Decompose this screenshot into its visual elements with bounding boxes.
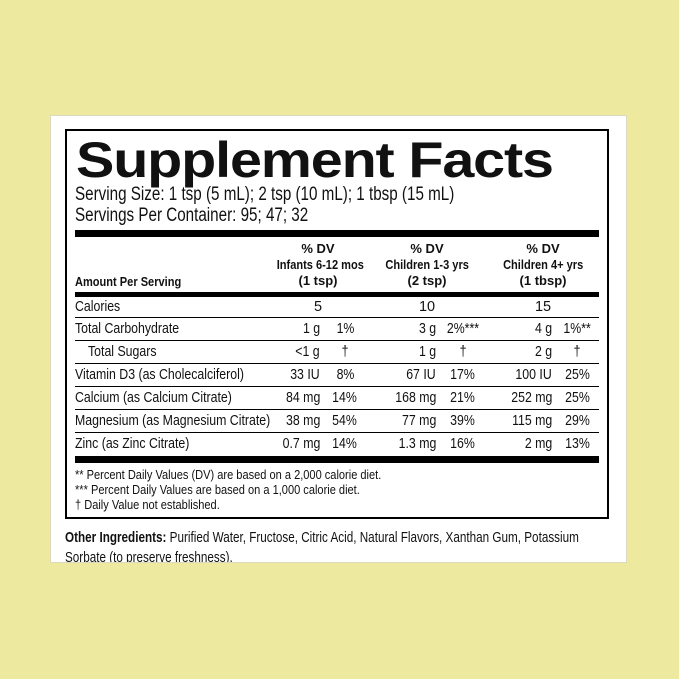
- supplement-facts-title: Supplement Facts: [76, 132, 554, 188]
- cell-amount: 3 g: [367, 317, 439, 341]
- row-zinc: Zinc (as Zinc Citrate) 0.7 mg 14% 1.3 mg…: [75, 432, 600, 456]
- supplement-label-card: Supplement Facts Serving Size: 1 tsp (5 …: [50, 115, 627, 563]
- cell-dv: 25%: [555, 386, 600, 410]
- cell-dv: 1%**: [555, 317, 600, 341]
- cell-amount: 67 IU: [367, 363, 439, 387]
- row-calcium: Calcium (as Calcium Citrate) 84 mg 14% 1…: [75, 386, 600, 410]
- row-total-sugars: Total Sugars <1 g † 1 g † 2 g †: [75, 340, 600, 364]
- cell-amount: 2 g: [487, 340, 556, 364]
- cell-amount: 38 mg: [269, 409, 323, 433]
- amount-per-serving-header: Amount Per Serving: [75, 237, 269, 297]
- serving-label: (1 tbsp): [519, 273, 567, 288]
- facts-table: Amount Per Serving % DV Infants 6-12 mos…: [75, 237, 600, 456]
- other-ingredients: Other Ingredients: Purified Water, Fruct…: [65, 528, 611, 563]
- col-group-children-4plus: % DV Children 4+ yrs (1 tbsp): [487, 237, 600, 297]
- cell-amount: <1 g: [269, 340, 323, 364]
- cell-dv: 16%: [439, 432, 488, 456]
- cell-dv: †: [555, 340, 600, 364]
- cell-amount: 77 mg: [367, 409, 439, 433]
- cell-amount: 84 mg: [269, 386, 323, 410]
- servings-per-container-line: Servings Per Container: 95; 47; 32: [75, 205, 599, 226]
- serving-size-line: Serving Size: 1 tsp (5 mL); 2 tsp (10 mL…: [75, 184, 599, 205]
- col-group-children-1-3: % DV Children 1-3 yrs (2 tsp): [367, 237, 488, 297]
- cell-calories-value: 5: [313, 299, 323, 315]
- cell-nutrient-name: Calories: [75, 299, 121, 315]
- dv-label: % DV: [526, 241, 560, 256]
- other-ingredients-text: Purified Water, Fructose, Citric Acid, N…: [65, 528, 579, 563]
- supplement-facts-panel: Supplement Facts Serving Size: 1 tsp (5 …: [65, 129, 609, 519]
- cell-amount: 115 mg: [487, 409, 556, 433]
- cell-dv: 13%: [555, 432, 600, 456]
- thick-divider-top: [75, 230, 599, 237]
- cell-nutrient-name: Magnesium (as Magnesium Citrate): [75, 409, 270, 433]
- cell-dv: 21%: [439, 386, 488, 410]
- cell-dv: 25%: [555, 363, 600, 387]
- row-vitamin-d3: Vitamin D3 (as Cholecalciferol) 33 IU 8%…: [75, 363, 600, 387]
- cell-dv: 14%: [323, 386, 367, 410]
- row-total-carbohydrate: Total Carbohydrate 1 g 1% 3 g 2%*** 4 g …: [75, 317, 600, 341]
- footnote-dv-not-established: † Daily Value not established.: [75, 496, 220, 512]
- column-header-row: Amount Per Serving % DV Infants 6-12 mos…: [75, 237, 600, 297]
- serving-label: (2 tsp): [407, 273, 447, 288]
- cell-dv: 14%: [323, 432, 367, 456]
- footnotes: ** Percent Daily Values (DV) are based o…: [75, 467, 599, 512]
- cell-dv: 2%***: [439, 317, 488, 341]
- cell-amount: 0.7 mg: [269, 432, 323, 456]
- cell-dv: 29%: [555, 409, 600, 433]
- cell-amount: 252 mg: [487, 386, 556, 410]
- cell-dv: †: [323, 340, 367, 364]
- row-calories: Calories 5 10 15: [75, 295, 599, 318]
- cell-amount: 1 g: [367, 340, 439, 364]
- cell-amount: 100 IU: [487, 363, 556, 387]
- col-group-infants: % DV Infants 6-12 mos (1 tsp): [269, 237, 367, 297]
- cell-amount: 4 g: [487, 317, 556, 341]
- cell-amount: 1 g: [269, 317, 323, 341]
- cell-amount: 33 IU: [269, 363, 323, 387]
- thick-divider-bottom: [75, 455, 599, 463]
- cell-dv: 8%: [323, 363, 367, 387]
- cell-dv: 1%: [323, 317, 367, 341]
- cell-dv: †: [439, 340, 488, 364]
- cell-amount: 2 mg: [487, 432, 556, 456]
- cell-nutrient-name: Vitamin D3 (as Cholecalciferol): [75, 363, 269, 387]
- cell-dv: 39%: [439, 409, 488, 433]
- cell-amount: 168 mg: [367, 386, 439, 410]
- population-label: Infants 6-12 mos: [276, 257, 364, 272]
- serving-size-text: Serving Size: 1 tsp (5 mL); 2 tsp (10 mL…: [75, 184, 455, 205]
- servings-per-container-text: Servings Per Container: 95; 47; 32: [75, 205, 309, 226]
- footnote-2000-calorie: ** Percent Daily Values (DV) are based o…: [75, 466, 382, 482]
- cell-calories-value: 10: [418, 299, 436, 315]
- population-label: Children 4+ yrs: [502, 257, 584, 272]
- cell-amount: 1.3 mg: [367, 432, 439, 456]
- dv-label: % DV: [410, 241, 444, 256]
- cell-dv: 17%: [439, 363, 488, 387]
- cell-dv: 54%: [323, 409, 367, 433]
- cell-nutrient-name: Total Carbohydrate: [75, 317, 269, 341]
- serving-label: (1 tsp): [298, 273, 338, 288]
- dv-label: % DV: [301, 241, 335, 256]
- row-magnesium: Magnesium (as Magnesium Citrate) 38 mg 5…: [75, 409, 600, 433]
- title-row: Supplement Facts: [75, 132, 599, 188]
- cell-nutrient-name: Calcium (as Calcium Citrate): [75, 386, 269, 410]
- cell-calories-value: 15: [534, 299, 552, 315]
- cell-nutrient-name: Total Sugars: [75, 340, 269, 364]
- footnote-1000-calorie: *** Percent Daily Values are based on a …: [75, 481, 360, 497]
- other-ingredients-label: Other Ingredients:: [65, 528, 167, 546]
- cell-nutrient-name: Zinc (as Zinc Citrate): [75, 432, 269, 456]
- population-label: Children 1-3 yrs: [385, 257, 469, 272]
